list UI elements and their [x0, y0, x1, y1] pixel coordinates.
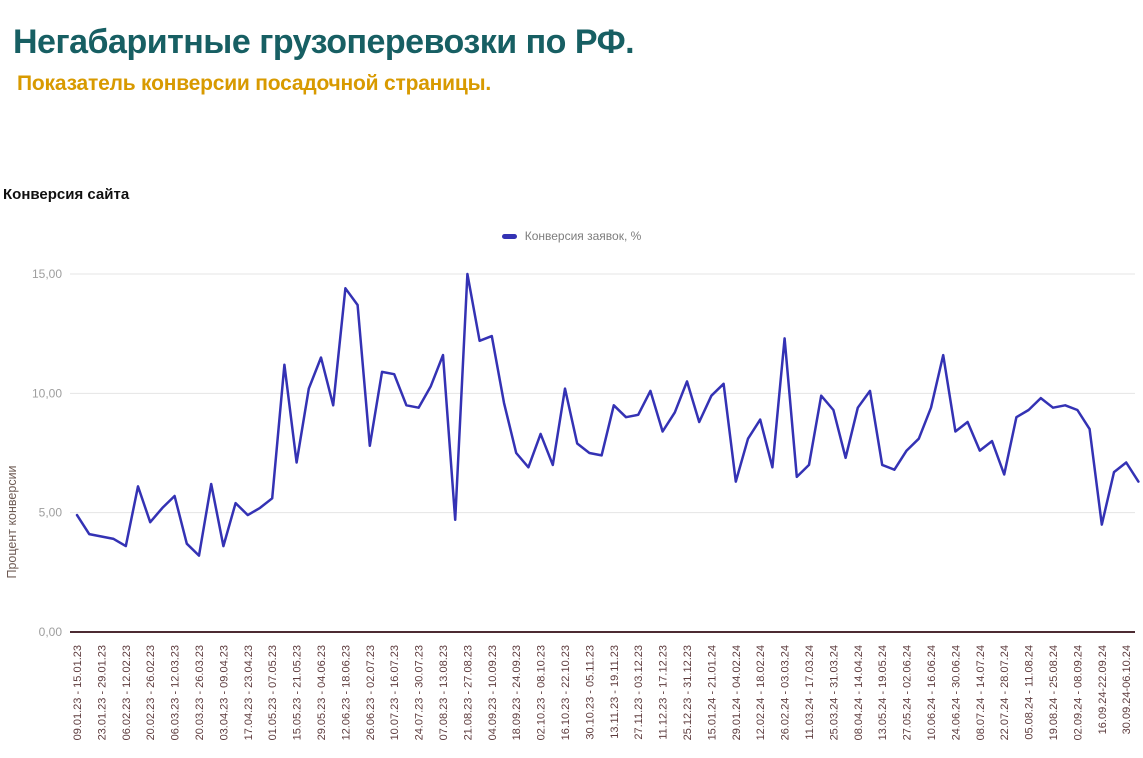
- x-tick-label: 25.03.24 - 31.03.24: [828, 645, 840, 740]
- x-tick-label: 06.03.23 - 12.03.23: [170, 645, 182, 740]
- x-tick-label: 08.04.24 - 14.04.24: [853, 645, 865, 740]
- x-tick-label: 02.10.23 - 08.10.23: [536, 645, 548, 740]
- x-tick-label: 15.05.23 - 21.05.23: [292, 645, 304, 740]
- x-tick-label: 27.11.23 - 03.12.23: [633, 645, 645, 740]
- x-tick-label: 30.10.23 - 05.11.23: [584, 645, 596, 740]
- x-tick-label: 16.09.24-22.09.24: [1097, 645, 1109, 734]
- x-tick-label: 11.12.23 - 17.12.23: [658, 645, 670, 740]
- x-tick-label: 01.05.23 - 07.05.23: [267, 645, 279, 740]
- x-tick-label: 12.02.24 - 18.02.24: [755, 645, 767, 740]
- x-tick-label: 08.07.24 - 14.07.24: [975, 645, 987, 740]
- x-tick-label: 06.02.23 - 12.02.23: [121, 645, 133, 740]
- y-tick-label: 5,00: [39, 506, 63, 520]
- x-tick-label: 26.02.24 - 03.03.24: [780, 645, 792, 740]
- chart-legend: Конверсия заявок, %: [0, 229, 1143, 243]
- x-tick-label: 27.05.24 - 02.06.24: [902, 645, 914, 740]
- x-tick-label: 16.10.23 - 22.10.23: [560, 645, 572, 740]
- x-tick-label: 17.04.23 - 23.04.23: [243, 645, 255, 740]
- legend-label: Конверсия заявок, %: [524, 229, 642, 243]
- x-tick-label: 10.06.24 - 16.06.24: [926, 645, 938, 740]
- x-tick-label: 21.08.23 - 27.08.23: [462, 645, 474, 740]
- x-tick-label: 11.03.24 - 17.03.24: [804, 645, 816, 740]
- x-tick-label: 02.09.24 - 08.09.24: [1072, 645, 1084, 740]
- y-tick-label: 10,00: [32, 386, 62, 400]
- x-tick-label: 13.11.23 - 19.11.23: [609, 645, 621, 739]
- x-tick-label: 23.01.23 - 29.01.23: [96, 645, 108, 740]
- x-tick-label: 13.05.24 - 19.05.24: [877, 645, 889, 740]
- x-tick-label: 07.08.23 - 13.08.23: [438, 645, 450, 740]
- x-tick-label: 29.01.24 - 04.02.24: [731, 645, 743, 740]
- series-line[interactable]: [75, 272, 1140, 557]
- x-tick-label: 05.08.24 - 11.08.24: [1024, 645, 1036, 740]
- chart-title: Конверсия сайта: [3, 186, 130, 203]
- x-tick-label: 03.04.23 - 09.04.23: [218, 645, 230, 740]
- x-tick-label: 18.09.23 - 24.09.23: [511, 645, 523, 740]
- x-tick-label: 15.01.24 - 21.01.24: [706, 645, 718, 740]
- x-tick-label: 04.09.23 - 10.09.23: [487, 645, 499, 740]
- x-tick-label: 24.06.24 - 30.06.24: [950, 645, 962, 740]
- page-title: Негабаритные грузоперевозки по РФ.: [13, 22, 635, 61]
- x-tick-label: 24.07.23 - 30.07.23: [414, 645, 426, 740]
- y-tick-label: 0,00: [39, 625, 63, 639]
- y-tick-label: 15,00: [32, 267, 62, 281]
- x-tick-label: 26.06.23 - 02.07.23: [365, 645, 377, 740]
- x-tick-label: 12.06.23 - 18.06.23: [340, 645, 352, 740]
- x-tick-label: 22.07.24 - 28.07.24: [999, 645, 1011, 740]
- x-tick-label: 29.05.23 - 04.06.23: [316, 645, 328, 740]
- page-subtitle: Показатель конверсии посадочной страницы…: [17, 72, 491, 96]
- x-tick-label: 10.07.23 - 16.07.23: [389, 645, 401, 740]
- x-tick-label: 30.09.24-06.10.24: [1121, 645, 1133, 734]
- x-tick-label: 19.08.24 - 25.08.24: [1048, 645, 1060, 740]
- y-axis-title: Процент конверсии: [5, 465, 19, 578]
- x-tick-label: 20.03.23 - 26.03.23: [194, 645, 206, 740]
- x-tick-label: 25.12.23 - 31.12.23: [682, 645, 694, 740]
- x-tick-label: 09.01.23 - 15.01.23: [72, 645, 84, 740]
- x-tick-label: 20.02.23 - 26.02.23: [145, 645, 157, 740]
- series-color-swatch: [501, 233, 517, 239]
